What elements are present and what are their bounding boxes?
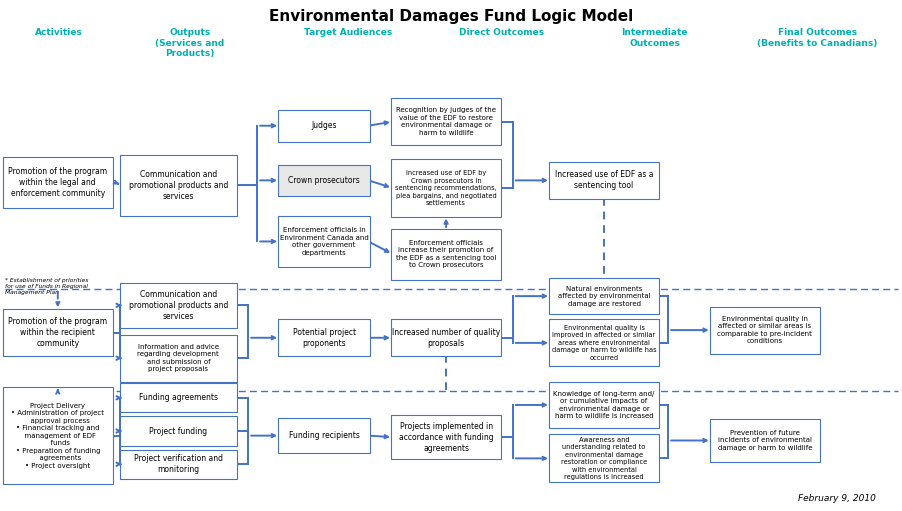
FancyBboxPatch shape: [548, 278, 658, 314]
FancyBboxPatch shape: [278, 418, 370, 453]
Text: Intermediate
Outcomes: Intermediate Outcomes: [621, 28, 687, 48]
Text: Increased number of quality
proposals: Increased number of quality proposals: [391, 328, 500, 348]
Text: Promotion of the program
within the recipient
community: Promotion of the program within the reci…: [8, 317, 107, 349]
Text: Increased use of EDF by
Crown prosecutors in
sentencing recommendations,
plea ba: Increased use of EDF by Crown prosecutor…: [395, 170, 496, 206]
FancyBboxPatch shape: [120, 283, 236, 328]
Text: Project verification and
monitoring: Project verification and monitoring: [133, 454, 223, 474]
Text: Increased use of EDF as a
sentencing tool: Increased use of EDF as a sentencing too…: [554, 170, 653, 191]
Text: Activities: Activities: [34, 28, 83, 37]
Text: Projects implemented in
accordance with funding
agreements: Projects implemented in accordance with …: [399, 422, 492, 453]
Text: Natural environments
affected by environmental
damage are restored: Natural environments affected by environ…: [557, 286, 649, 307]
Text: Target Audiences: Target Audiences: [303, 28, 391, 37]
Text: Knowledge of long-term and/
or cumulative impacts of
environmental damage or
har: Knowledge of long-term and/ or cumulativ…: [553, 391, 654, 419]
Text: Environmental Damages Fund Logic Model: Environmental Damages Fund Logic Model: [269, 9, 633, 24]
Text: Funding agreements: Funding agreements: [139, 393, 217, 402]
FancyBboxPatch shape: [278, 216, 370, 267]
Text: Information and advice
regarding development
and submission of
project proposals: Information and advice regarding develop…: [137, 344, 219, 373]
FancyBboxPatch shape: [391, 98, 501, 145]
Text: Prevention of future
incidents of environmental
damage or harm to wildlife: Prevention of future incidents of enviro…: [717, 430, 811, 451]
FancyBboxPatch shape: [548, 162, 658, 199]
FancyBboxPatch shape: [120, 383, 236, 412]
FancyBboxPatch shape: [548, 382, 658, 428]
FancyBboxPatch shape: [391, 319, 501, 356]
Text: Recognition by judges of the
value of the EDF to restore
environmental damage or: Recognition by judges of the value of th…: [396, 107, 495, 136]
Text: Judges: Judges: [311, 121, 336, 130]
FancyBboxPatch shape: [278, 319, 370, 356]
Text: Final Outcomes
(Benefits to Canadians): Final Outcomes (Benefits to Canadians): [756, 28, 877, 48]
FancyBboxPatch shape: [278, 165, 370, 196]
Text: Promotion of the program
within the legal and
enforcement community: Promotion of the program within the lega…: [8, 167, 107, 198]
Text: Direct Outcomes: Direct Outcomes: [458, 28, 543, 37]
Text: Enforcement officials
increase their promotion of
the EDF as a sentencing tool
t: Enforcement officials increase their pro…: [395, 240, 496, 268]
Text: Project funding: Project funding: [149, 427, 207, 435]
FancyBboxPatch shape: [548, 319, 658, 366]
Text: Communication and
promotional products and
services: Communication and promotional products a…: [128, 290, 228, 321]
Text: * Establishment of priorities
for use of Funds in Regional
Management Plan: * Establishment of priorities for use of…: [5, 278, 87, 295]
Text: Environmental quality is
improved in affected or similar
areas where environment: Environmental quality is improved in aff…: [551, 325, 656, 361]
Text: Crown prosecutors: Crown prosecutors: [288, 176, 360, 185]
FancyBboxPatch shape: [391, 415, 501, 459]
FancyBboxPatch shape: [548, 434, 658, 482]
FancyBboxPatch shape: [709, 307, 819, 354]
FancyBboxPatch shape: [709, 419, 819, 462]
FancyBboxPatch shape: [278, 110, 370, 142]
FancyBboxPatch shape: [3, 157, 113, 208]
Text: Project Delivery
• Administration of project
  approval process
• Financial trac: Project Delivery • Administration of pro…: [12, 403, 104, 469]
FancyBboxPatch shape: [391, 229, 501, 280]
Text: February 9, 2010: February 9, 2010: [797, 494, 875, 503]
FancyBboxPatch shape: [120, 450, 236, 479]
Text: Funding recipients: Funding recipients: [289, 431, 359, 440]
FancyBboxPatch shape: [391, 159, 501, 217]
FancyBboxPatch shape: [3, 387, 113, 484]
Text: Outputs
(Services and
Products): Outputs (Services and Products): [155, 28, 224, 58]
Text: Enforcement officials in
Environment Canada and
other government
departments: Enforcement officials in Environment Can…: [280, 227, 368, 256]
Text: Environmental quality in
affected or similar areas is
comparable to pre-incident: Environmental quality in affected or sim…: [716, 316, 812, 344]
Text: Awareness and
understanding related to
environmental damage
restoration or compl: Awareness and understanding related to e…: [560, 436, 647, 480]
FancyBboxPatch shape: [3, 309, 113, 356]
FancyBboxPatch shape: [120, 335, 236, 382]
FancyBboxPatch shape: [120, 416, 236, 446]
FancyBboxPatch shape: [120, 155, 236, 216]
Text: Potential project
proponents: Potential project proponents: [292, 328, 355, 348]
Text: Communication and
promotional products and
services: Communication and promotional products a…: [128, 170, 228, 201]
